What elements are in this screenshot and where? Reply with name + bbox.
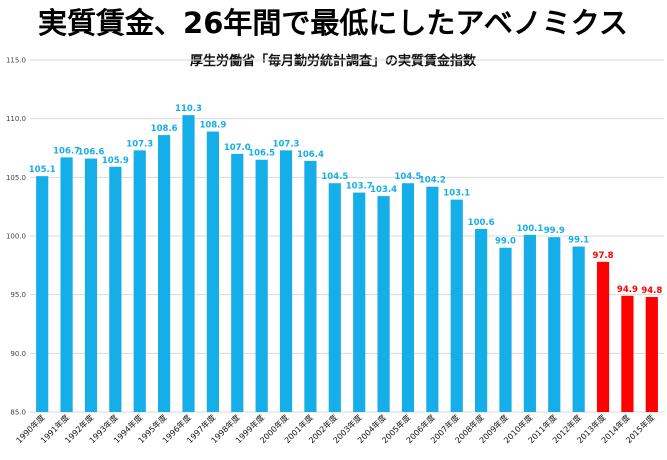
data-label: 99.9 <box>544 226 565 236</box>
data-label: 104.5 <box>321 172 348 182</box>
data-label: 100.6 <box>468 218 495 228</box>
bar <box>499 247 512 412</box>
bar <box>279 150 293 412</box>
data-label: 108.6 <box>151 124 178 134</box>
data-label: 110.3 <box>175 104 202 114</box>
bar <box>523 234 536 412</box>
bar <box>60 157 73 412</box>
x-axis: 1990年度1991年度1992年度1993年度1994年度1995年度1996… <box>14 412 656 445</box>
data-label: 106.7 <box>53 146 80 156</box>
data-label: 97.8 <box>593 251 614 261</box>
data-label: 103.7 <box>346 182 373 192</box>
data-label: 100.1 <box>516 224 543 234</box>
chart-title: 厚生労働省「毎月勤労統計調査」の実質賃金指数 <box>190 53 477 69</box>
data-label: 104.2 <box>419 176 446 186</box>
bar <box>328 183 341 412</box>
bar <box>621 295 634 412</box>
bars <box>36 115 658 413</box>
bar <box>645 297 658 412</box>
data-label: 106.6 <box>78 148 105 158</box>
bar <box>353 192 366 412</box>
data-label: 105.9 <box>102 156 129 166</box>
data-label: 99.0 <box>495 237 516 247</box>
bar <box>109 166 122 412</box>
data-label: 107.0 <box>224 143 251 153</box>
bar <box>255 159 268 412</box>
data-label: 94.8 <box>641 286 662 296</box>
data-label: 94.9 <box>617 285 638 295</box>
y-axis: 85.0 90.0 95.0 100.0 105.0 110.0 115.0 <box>6 57 26 417</box>
y-tick-label: 90.0 <box>10 350 26 358</box>
y-tick-label: 115.0 <box>6 57 26 65</box>
y-tick-label: 85.0 <box>10 409 26 417</box>
y-tick-label: 100.0 <box>6 233 26 241</box>
data-label: 106.4 <box>297 150 324 160</box>
data-label: 99.1 <box>568 236 589 246</box>
bar <box>304 160 317 412</box>
data-label: 107.3 <box>126 139 153 149</box>
bar <box>426 186 439 412</box>
bar <box>377 196 390 412</box>
y-tick-label: 110.0 <box>6 115 26 123</box>
bar <box>596 261 610 412</box>
bar <box>475 228 488 412</box>
data-label: 105.1 <box>29 165 56 175</box>
bar <box>84 158 98 412</box>
data-label: 104.5 <box>395 172 422 182</box>
bar <box>133 150 146 412</box>
bar <box>450 199 463 412</box>
data-label: 103.1 <box>443 189 470 199</box>
bar <box>548 237 561 412</box>
bar <box>231 153 244 412</box>
bar <box>572 246 585 412</box>
bar <box>36 176 49 412</box>
bar <box>206 131 219 412</box>
data-label: 108.9 <box>199 121 226 131</box>
data-label: 107.3 <box>273 139 300 149</box>
headline: 実質賃金、26年間で最低にしたアベノミクス <box>38 6 628 40</box>
data-label: 106.5 <box>248 149 275 159</box>
bar <box>401 183 415 412</box>
y-tick-label: 105.0 <box>6 174 26 182</box>
bar <box>158 135 171 413</box>
data-label: 103.4 <box>370 185 397 195</box>
bar <box>182 115 195 412</box>
y-tick-label: 95.0 <box>10 291 26 299</box>
